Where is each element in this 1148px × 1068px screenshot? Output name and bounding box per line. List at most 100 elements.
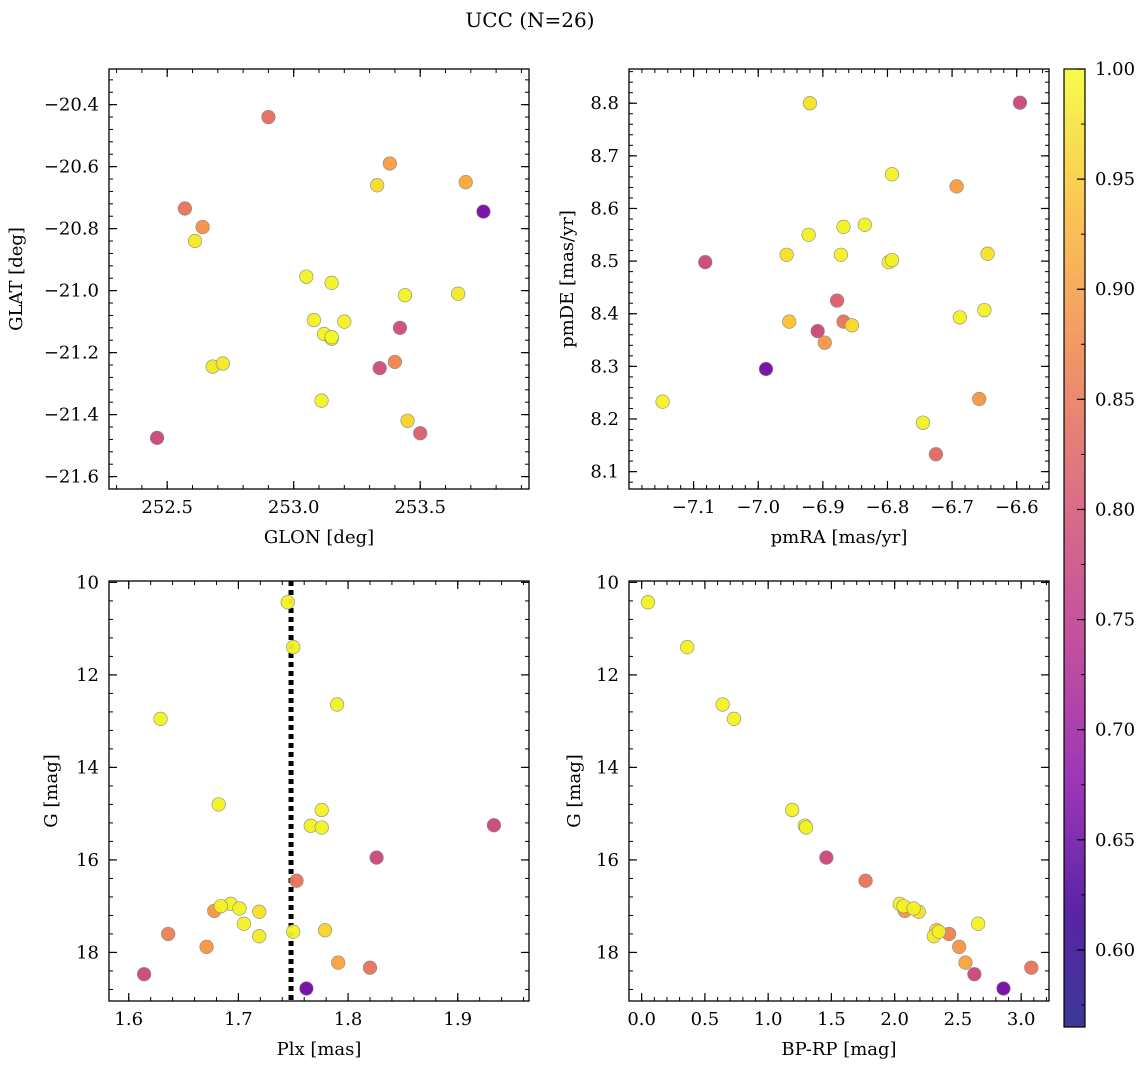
data-point [199, 939, 214, 954]
x-tick-label: −7.0 [736, 497, 780, 518]
data-point [289, 873, 304, 888]
data-point [314, 802, 329, 818]
data-point [802, 96, 818, 111]
x-tick-label: 2.5 [944, 1009, 973, 1030]
y-tick-label: −20.8 [44, 219, 99, 240]
data-point [252, 904, 267, 919]
data-point [458, 175, 473, 190]
y-tick-label: 8.4 [590, 304, 619, 325]
data-point [286, 640, 301, 655]
data-point [640, 595, 656, 610]
panel-pmra-pmde: −7.1 −7.0 −6.9 −6.8 −6.7 −6.6 8.1 8.2 8.3 8.4 8.5 8… [557, 68, 1050, 548]
y-tick-label: −21.2 [44, 343, 99, 364]
data-point [314, 820, 329, 835]
data-point [858, 873, 873, 888]
panel-glon-glat: 252.5 253.0 253.5 −20.4 −20.6 −20.8 −21.0 −21.2… [6, 68, 530, 548]
x-tick-label: 1.0 [754, 1009, 783, 1030]
figure-title: UCC (N=26) [465, 8, 594, 32]
data-point [397, 288, 413, 303]
data-point [726, 711, 742, 726]
data-point [252, 929, 267, 944]
data-point [949, 179, 964, 194]
x-tick-label: 0.0 [627, 1009, 656, 1030]
x-tick-label: −6.9 [801, 497, 845, 518]
data-point [782, 314, 797, 329]
axes-frame [108, 68, 530, 490]
colorbar-tick-label: 0.75 [1095, 610, 1135, 631]
y-tick-label: −20.6 [44, 157, 99, 178]
colorbar-gradient [1063, 68, 1086, 1028]
data-point [476, 204, 491, 219]
data-point [370, 178, 385, 193]
data-point [136, 967, 152, 982]
data-point [382, 156, 397, 171]
data-point [857, 217, 872, 232]
x-tick-label: 1.7 [224, 1009, 253, 1030]
y-axis-label: G [mag] [41, 754, 62, 827]
x-tick-label: 253.0 [268, 497, 320, 518]
data-point [215, 356, 230, 371]
data-point [236, 916, 251, 931]
panel-bprp-g: 0.0 0.5 1.0 1.5 2.0 2.5 3.0 10 12 14 16 18 BP-RP [ma… [564, 572, 1050, 1060]
x-tick-label: 0.5 [691, 1009, 720, 1030]
data-point [392, 320, 408, 335]
data-point [836, 219, 851, 234]
y-tick-label: −20.4 [44, 95, 99, 116]
colorbar-tick-label: 0.85 [1095, 389, 1135, 410]
data-point [211, 797, 226, 812]
data-point [967, 967, 982, 982]
panel-plx-g: 1.6 1.7 1.8 1.9 10 12 14 16 18 Plx [mas] G [mag] [41, 572, 530, 1060]
data-point [232, 901, 247, 916]
data-point [952, 310, 967, 325]
y-tick-label: 8.2 [590, 409, 619, 430]
data-point [299, 981, 314, 996]
data-point [306, 312, 322, 328]
data-point [261, 109, 276, 125]
data-point [833, 247, 849, 262]
y-tick-label: 14 [596, 757, 619, 778]
panels-layer: 252.5 253.0 253.5 −20.4 −20.6 −20.8 −21.0 −21.2… [6, 68, 1050, 1060]
data-point [844, 318, 860, 333]
data-point [387, 354, 403, 370]
x-tick-label: −6.6 [995, 497, 1039, 518]
x-axis-label: GLON [deg] [264, 527, 374, 548]
y-axis-label: pmDE [mas/yr] [557, 210, 578, 348]
colorbar-tick-label: 0.65 [1095, 830, 1135, 851]
data-point [362, 960, 378, 975]
data-point [324, 330, 339, 345]
data-point [958, 955, 973, 970]
x-axis-label: pmRA [mas/yr] [771, 527, 908, 548]
data-point [801, 227, 816, 242]
y-tick-label: 18 [596, 942, 619, 963]
data-point [486, 818, 502, 833]
x-tick-label: 252.5 [141, 497, 193, 518]
colorbar-tick-label: 0.90 [1095, 279, 1135, 300]
x-tick-label: −6.8 [866, 497, 910, 518]
data-point [698, 255, 713, 270]
x-tick-label: 1.8 [334, 1009, 363, 1030]
data-point [819, 850, 834, 865]
colorbar-tick-label: 0.80 [1095, 499, 1135, 520]
x-tick-label: −7.1 [672, 497, 716, 518]
data-point [980, 246, 995, 261]
axes-frame [628, 580, 1050, 1002]
data-point [372, 361, 387, 376]
x-tick-label: 2.0 [880, 1009, 909, 1030]
y-tick-label: 10 [76, 572, 99, 593]
data-point [680, 640, 695, 655]
axes-frame [628, 68, 1050, 490]
y-tick-label: 14 [76, 757, 99, 778]
data-point [1024, 960, 1039, 975]
data-point [996, 981, 1011, 996]
data-point [413, 426, 428, 441]
data-point [195, 219, 210, 235]
data-point [177, 201, 193, 216]
y-tick-label: 16 [596, 850, 619, 871]
data-point [314, 393, 329, 408]
data-point [153, 711, 168, 726]
data-point [715, 697, 730, 712]
x-tick-label: 3.0 [1007, 1009, 1036, 1030]
data-point [758, 361, 774, 377]
y-tick-label: 8.3 [590, 356, 619, 377]
